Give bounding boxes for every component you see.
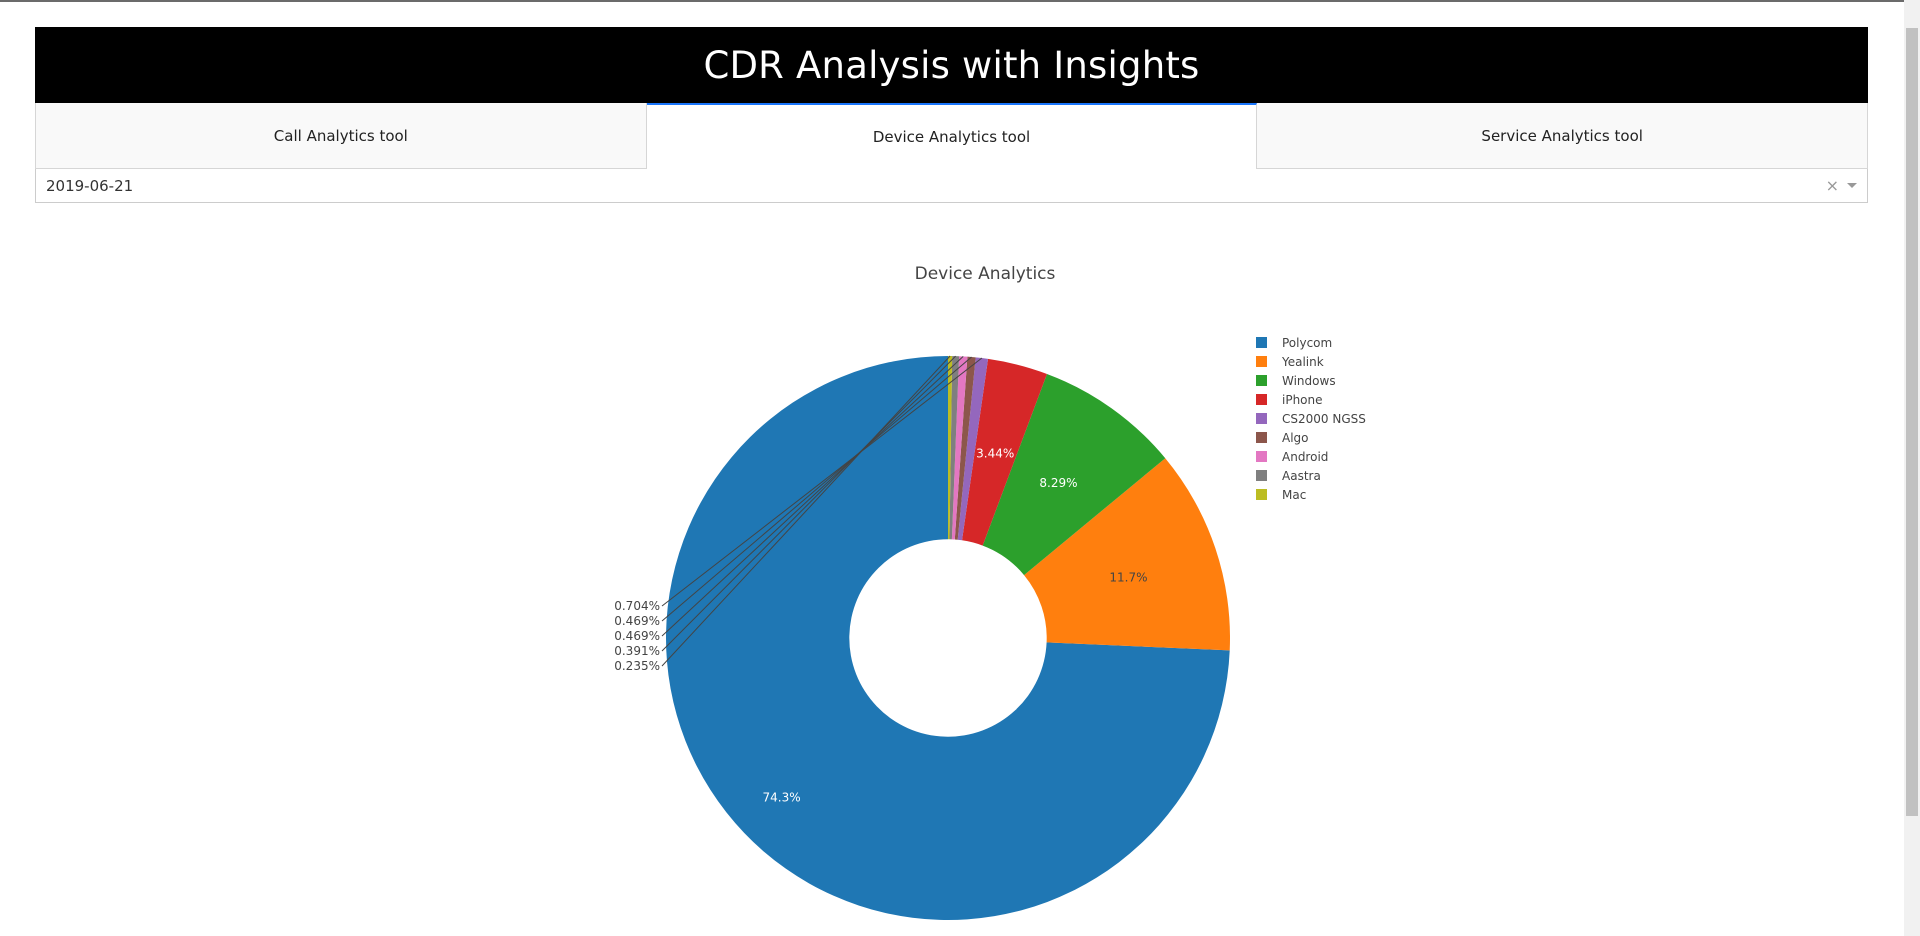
legend-item-label[interactable]: Windows	[1282, 374, 1336, 388]
legend-item-label[interactable]: iPhone	[1282, 393, 1323, 407]
legend-item-label[interactable]: Android	[1282, 450, 1328, 464]
legend-item-label[interactable]: Yealink	[1281, 355, 1324, 369]
window-top-border	[0, 0, 1920, 2]
pie-slice-yealink[interactable]	[1024, 458, 1230, 651]
slice-label: 8.29%	[1039, 476, 1077, 490]
slice-label-leader	[661, 356, 972, 622]
tab-bar: Call Analytics tool Device Analytics too…	[35, 103, 1868, 169]
slice-label: 0.704%	[614, 599, 660, 613]
legend-item-label[interactable]: Polycom	[1282, 336, 1332, 350]
legend-swatch[interactable]	[1256, 470, 1267, 481]
date-dropdown-value: 2019-06-21	[46, 176, 134, 195]
slice-label: 11.7%	[1109, 570, 1147, 584]
date-dropdown[interactable]: 2019-06-21 ×	[35, 169, 1868, 203]
tab-call-analytics[interactable]: Call Analytics tool	[36, 103, 647, 169]
pie-slice-mac[interactable]	[948, 356, 953, 540]
page-header: CDR Analysis with Insights	[35, 27, 1868, 103]
legend-swatch[interactable]	[1256, 356, 1267, 367]
slice-label-leader	[661, 356, 964, 637]
slice-label: 0.469%	[614, 629, 660, 643]
app-container: CDR Analysis with Insights Call Analytic…	[35, 27, 1868, 203]
legend-item-label[interactable]: Aastra	[1282, 469, 1321, 483]
slice-label: 0.235%	[614, 659, 660, 673]
legend-swatch[interactable]	[1256, 337, 1267, 348]
slice-label-leader	[661, 355, 956, 652]
pie-slices	[665, 356, 1230, 921]
tab-device-analytics[interactable]: Device Analytics tool	[646, 103, 1258, 169]
chart-title: Device Analytics	[915, 264, 1056, 284]
pie-slice-android[interactable]	[951, 356, 968, 540]
pie-slice-algo[interactable]	[954, 356, 976, 540]
close-icon[interactable]: ×	[1825, 176, 1839, 195]
legend-swatch[interactable]	[1256, 394, 1267, 405]
legend-item-label[interactable]: CS2000 NGSS	[1282, 412, 1366, 426]
pie-slice-iphone[interactable]	[962, 358, 1047, 546]
pie-slice-labels: 74.3%11.7%8.29%3.44%0.704%0.469%0.469%0.…	[614, 355, 1148, 804]
pie-slice-aastra[interactable]	[949, 356, 960, 540]
pie-slice-cs2000-ngss[interactable]	[957, 357, 989, 541]
legend-swatch[interactable]	[1256, 432, 1267, 443]
scrollbar-thumb[interactable]	[1906, 28, 1918, 816]
legend-swatch[interactable]	[1256, 413, 1267, 424]
legend-swatch[interactable]	[1256, 451, 1267, 462]
page-title: CDR Analysis with Insights	[703, 43, 1200, 87]
slice-label: 74.3%	[763, 790, 801, 804]
legend-item-label[interactable]: Mac	[1282, 488, 1306, 502]
legend-swatch[interactable]	[1256, 375, 1267, 386]
slice-label-leader	[661, 357, 983, 607]
pie-slice-windows[interactable]	[982, 373, 1166, 576]
slice-label: 0.391%	[614, 644, 660, 658]
chevron-down-icon[interactable]	[1847, 183, 1857, 188]
slice-label-leader	[661, 355, 951, 667]
legend-item-label[interactable]: Algo	[1282, 431, 1309, 445]
slice-label: 0.469%	[614, 614, 660, 628]
chart-legend: Polycom Yealink Windows iPhone CS2000 NGSS Al…	[1256, 336, 1366, 502]
slice-label: 3.44%	[976, 447, 1014, 461]
tab-service-analytics[interactable]: Service Analytics tool	[1257, 103, 1868, 169]
legend-swatch[interactable]	[1256, 489, 1267, 500]
